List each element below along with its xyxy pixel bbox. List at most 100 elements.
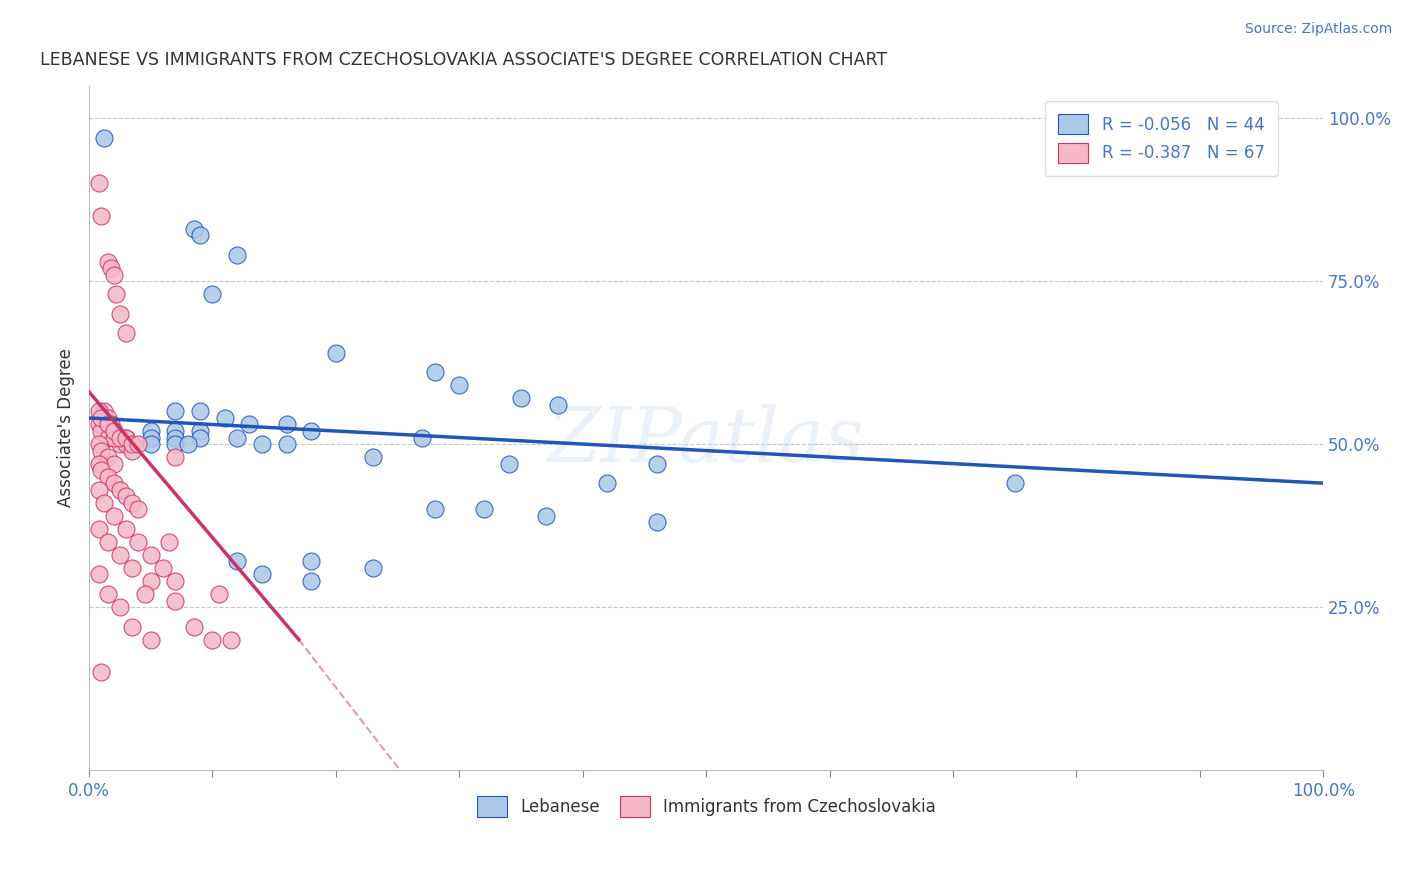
Point — [214, 411, 236, 425]
Point — [90, 411, 112, 425]
Point — [103, 268, 125, 282]
Point — [139, 431, 162, 445]
Point — [1004, 476, 1026, 491]
Point — [121, 443, 143, 458]
Point — [299, 424, 322, 438]
Point — [139, 632, 162, 647]
Point — [100, 260, 122, 275]
Point — [97, 587, 120, 601]
Point — [90, 424, 112, 438]
Point — [108, 548, 131, 562]
Point — [100, 417, 122, 432]
Text: LEBANESE VS IMMIGRANTS FROM CZECHOSLOVAKIA ASSOCIATE'S DEGREE CORRELATION CHART: LEBANESE VS IMMIGRANTS FROM CZECHOSLOVAK… — [39, 51, 887, 69]
Point — [411, 431, 433, 445]
Point — [90, 463, 112, 477]
Point — [97, 417, 120, 432]
Point — [108, 600, 131, 615]
Point — [165, 431, 187, 445]
Point — [97, 411, 120, 425]
Point — [139, 548, 162, 562]
Point — [90, 209, 112, 223]
Point — [103, 424, 125, 438]
Point — [87, 522, 110, 536]
Text: ZIPatlas: ZIPatlas — [548, 404, 865, 478]
Point — [103, 508, 125, 523]
Point — [115, 522, 138, 536]
Point — [165, 424, 187, 438]
Point — [97, 534, 120, 549]
Point — [105, 287, 128, 301]
Point — [226, 554, 249, 568]
Point — [152, 561, 174, 575]
Point — [121, 561, 143, 575]
Point — [510, 392, 533, 406]
Point — [108, 483, 131, 497]
Point — [127, 534, 149, 549]
Point — [93, 404, 115, 418]
Point — [534, 508, 557, 523]
Point — [139, 424, 162, 438]
Point — [188, 228, 211, 243]
Point — [177, 437, 200, 451]
Point — [226, 248, 249, 262]
Text: Source: ZipAtlas.com: Source: ZipAtlas.com — [1244, 22, 1392, 37]
Point — [238, 417, 260, 432]
Point — [299, 574, 322, 588]
Point — [188, 424, 211, 438]
Point — [115, 326, 138, 341]
Point — [134, 587, 156, 601]
Point — [139, 574, 162, 588]
Point — [108, 307, 131, 321]
Point — [276, 437, 298, 451]
Point — [105, 431, 128, 445]
Point — [103, 476, 125, 491]
Point — [121, 496, 143, 510]
Point — [219, 632, 242, 647]
Point — [90, 443, 112, 458]
Point — [87, 404, 110, 418]
Point — [165, 437, 187, 451]
Point — [188, 404, 211, 418]
Point — [276, 417, 298, 432]
Point — [87, 417, 110, 432]
Point — [115, 489, 138, 503]
Point — [127, 502, 149, 516]
Point — [201, 632, 224, 647]
Point — [449, 378, 471, 392]
Point — [201, 287, 224, 301]
Point — [121, 619, 143, 633]
Point — [87, 483, 110, 497]
Point — [157, 534, 180, 549]
Point — [97, 431, 120, 445]
Point — [472, 502, 495, 516]
Point — [108, 437, 131, 451]
Point — [103, 431, 125, 445]
Point — [183, 222, 205, 236]
Point — [93, 130, 115, 145]
Point — [139, 437, 162, 451]
Point — [645, 516, 668, 530]
Point — [250, 437, 273, 451]
Point — [87, 176, 110, 190]
Point — [208, 587, 231, 601]
Point — [165, 450, 187, 464]
Point — [188, 431, 211, 445]
Point — [103, 424, 125, 438]
Legend: Lebanese, Immigrants from Czechoslovakia: Lebanese, Immigrants from Czechoslovakia — [470, 789, 942, 823]
Point — [165, 593, 187, 607]
Point — [361, 450, 384, 464]
Point — [226, 431, 249, 445]
Point — [547, 398, 569, 412]
Point — [90, 665, 112, 680]
Point — [108, 431, 131, 445]
Point — [596, 476, 619, 491]
Point — [165, 404, 187, 418]
Point — [97, 254, 120, 268]
Point — [127, 437, 149, 451]
Point — [325, 346, 347, 360]
Point — [87, 457, 110, 471]
Point — [115, 431, 138, 445]
Point — [423, 502, 446, 516]
Point — [97, 450, 120, 464]
Point — [115, 437, 138, 451]
